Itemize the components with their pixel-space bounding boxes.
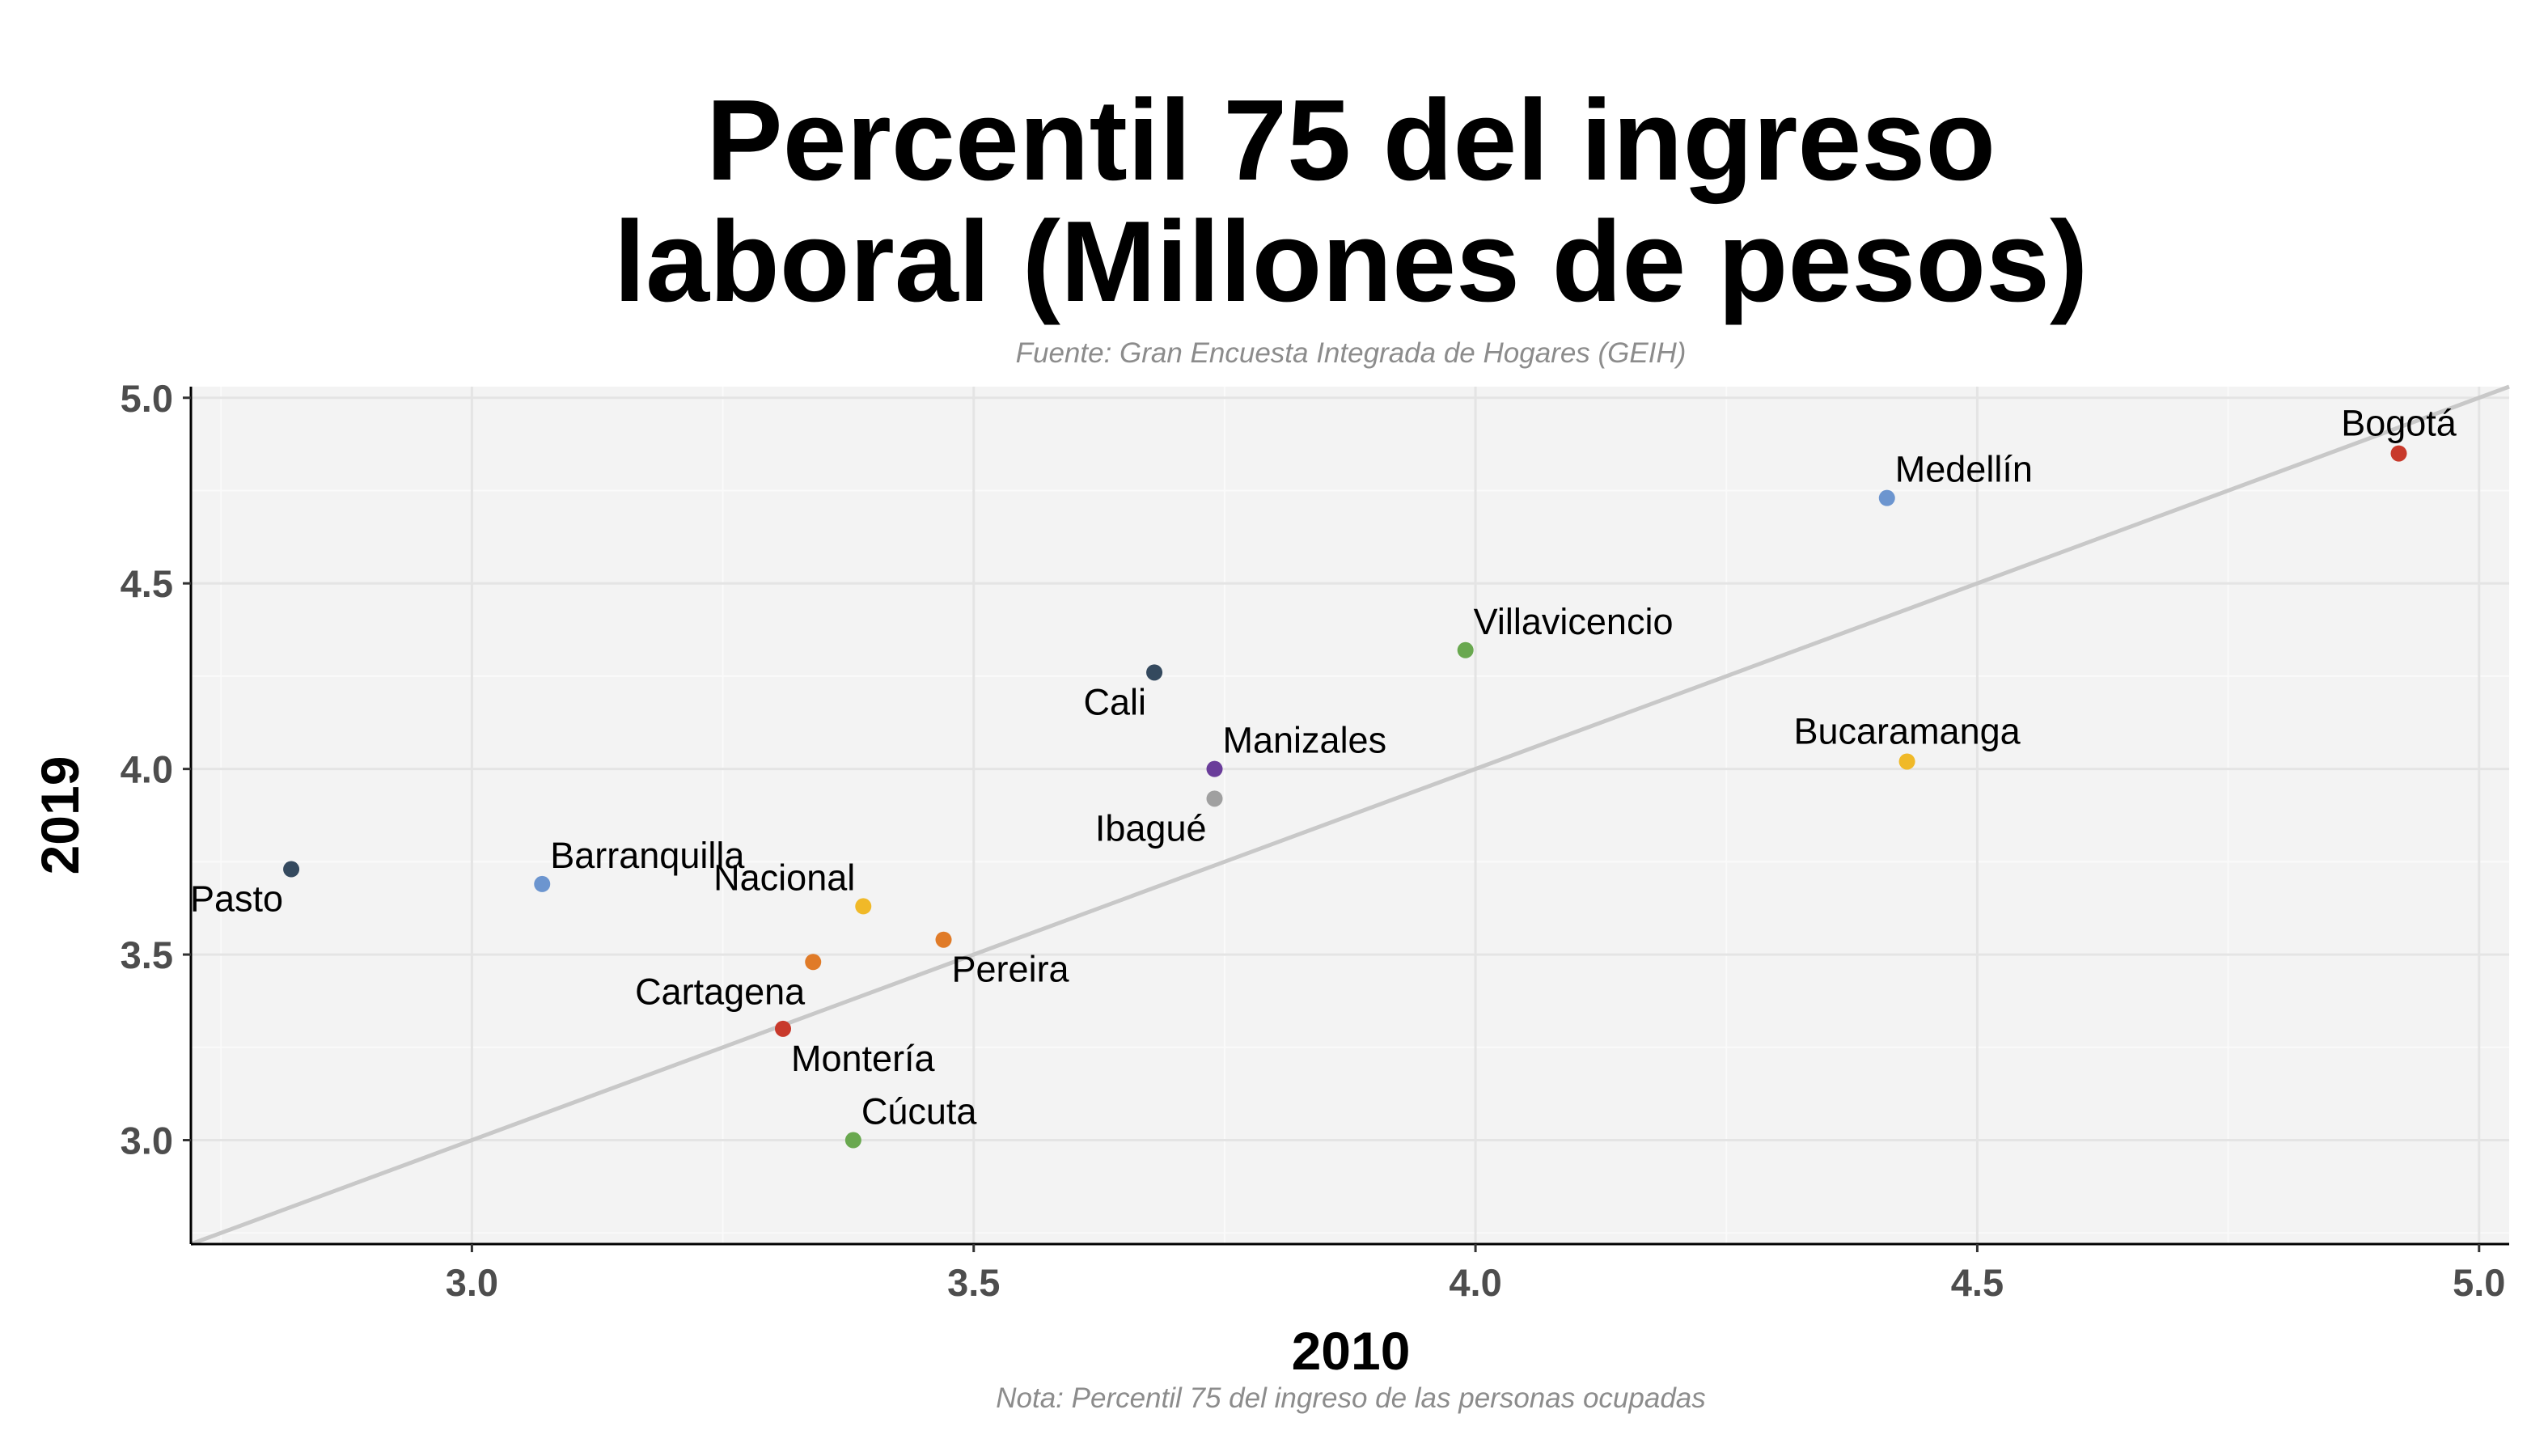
data-point xyxy=(1206,790,1223,807)
data-point-label: Bucaramanga xyxy=(1793,710,2021,751)
data-point xyxy=(534,875,551,892)
data-point-label: Pereira xyxy=(952,949,1070,990)
data-point-label: Medellín xyxy=(1895,449,2033,490)
x-tick-label: 4.5 xyxy=(1951,1261,2004,1304)
x-tick-label: 5.0 xyxy=(2453,1261,2505,1304)
data-point xyxy=(935,931,952,948)
data-point-label: Cúcuta xyxy=(861,1091,978,1132)
data-point-label: Barranquilla xyxy=(550,835,745,876)
y-tick-label: 3.5 xyxy=(121,933,173,976)
y-tick-label: 5.0 xyxy=(121,377,173,420)
data-point-label: Cali xyxy=(1084,681,1147,722)
data-point-label: Bogotá xyxy=(2341,403,2457,444)
data-point-label: Montería xyxy=(791,1038,936,1079)
data-point-label: Cartagena xyxy=(635,971,806,1012)
y-tick-label: 3.0 xyxy=(121,1120,173,1162)
chart-title-line-2: laboral (Millones de pesos) xyxy=(614,197,2089,326)
data-point xyxy=(1206,760,1223,777)
chart-title-line-1: Percentil 75 del ingreso xyxy=(706,76,1996,205)
data-point xyxy=(2390,445,2407,462)
data-point xyxy=(1457,641,1474,658)
gridlines xyxy=(191,387,2509,1244)
x-axis-ticks: 3.0 3.5 4.0 4.5 5.0 xyxy=(446,1244,2505,1304)
chart-subtitle: Fuente: Gran Encuesta Integrada de Hogar… xyxy=(1016,337,1687,369)
data-point xyxy=(775,1020,792,1037)
data-point xyxy=(1898,753,1915,770)
data-point xyxy=(844,1132,861,1149)
y-tick-label: 4.0 xyxy=(121,748,173,791)
data-points: Bogotá Medellín Villavicencio Cali Bucaraman… xyxy=(190,403,2457,1149)
data-point-label: Manizales xyxy=(1223,720,1387,761)
data-point xyxy=(805,954,822,971)
x-tick-label: 3.0 xyxy=(446,1261,498,1304)
chart-caption: Nota: Percentil 75 del ingreso de las pe… xyxy=(996,1382,1706,1414)
data-point-label: Ibagué xyxy=(1095,807,1207,849)
data-point-label: Pasto xyxy=(190,878,283,920)
x-tick-label: 4.0 xyxy=(1449,1261,1501,1304)
data-point xyxy=(283,861,300,878)
data-point-label: Villavicencio xyxy=(1474,601,1674,642)
y-axis-ticks: 3.0 3.5 4.0 4.5 5.0 xyxy=(121,377,191,1162)
data-point xyxy=(1878,489,1895,506)
y-axis-title: 2019 xyxy=(30,756,90,875)
reference-line xyxy=(190,384,2510,1246)
y-tick-label: 4.5 xyxy=(121,562,173,605)
x-tick-label: 3.5 xyxy=(947,1261,1000,1304)
x-axis-title: 2010 xyxy=(1292,1321,1411,1381)
data-point xyxy=(855,898,872,915)
data-point xyxy=(1146,664,1163,681)
data-point-label: Nacional xyxy=(713,857,855,898)
